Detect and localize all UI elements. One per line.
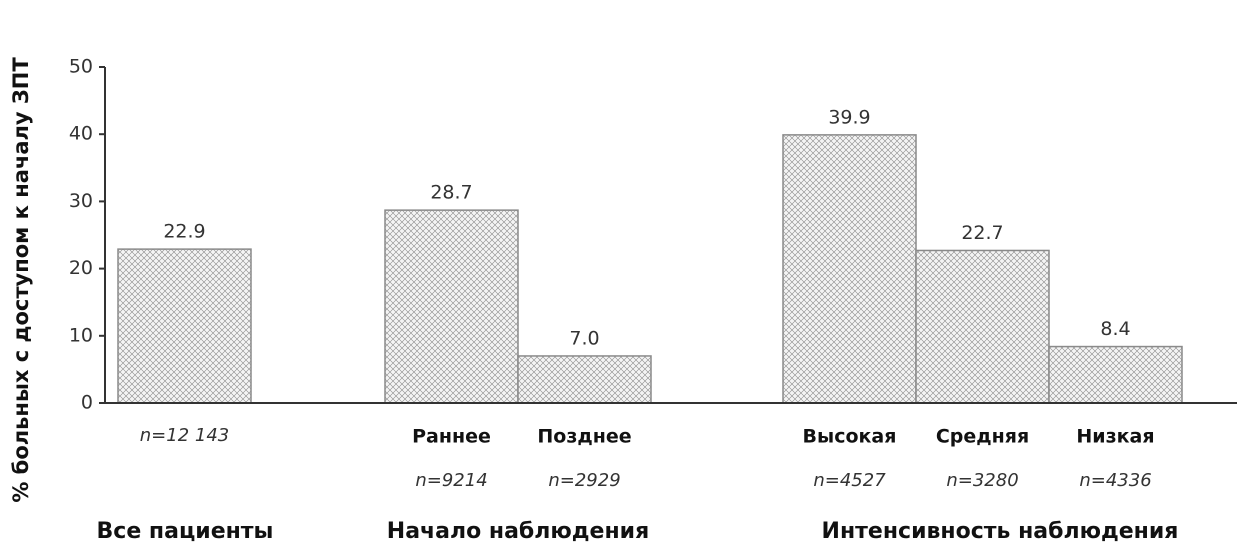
- bar: [117, 248, 252, 404]
- y-tick-label: 50: [69, 56, 93, 78]
- category-label: Раннее: [412, 426, 491, 448]
- value-label: 22.9: [163, 221, 205, 243]
- bar: [782, 134, 917, 404]
- n-label: n=9214: [415, 470, 487, 491]
- n-label: n=4527: [813, 470, 886, 491]
- value-label: 8.4: [1100, 318, 1130, 340]
- y-tick-label: 20: [69, 257, 93, 279]
- bar: [384, 209, 519, 404]
- group-label: Начало наблюдения: [387, 519, 649, 544]
- y-axis-label: % больных с доступом к началу ЗПТ: [9, 57, 33, 503]
- bar: [915, 249, 1050, 404]
- n-label: n=2929: [548, 470, 620, 491]
- bar: [517, 355, 652, 404]
- group-label: Интенсивность наблюдения: [822, 519, 1179, 544]
- value-label: 22.7: [961, 222, 1003, 244]
- y-tick-label: 40: [69, 123, 93, 145]
- category-label: Средняя: [936, 426, 1029, 448]
- group-label: Все пациенты: [97, 519, 274, 544]
- category-label: Высокая: [803, 426, 897, 448]
- bar: [1048, 345, 1183, 404]
- value-label: 7.0: [569, 327, 599, 349]
- n-label: n=3280: [946, 470, 1018, 491]
- y-tick-label: 30: [69, 190, 93, 212]
- n-label: n=4336: [1079, 470, 1151, 491]
- n-label: n=12 143: [140, 425, 229, 446]
- category-label: Позднее: [537, 426, 631, 448]
- category-label: Низкая: [1076, 426, 1154, 448]
- value-label: 39.9: [828, 106, 870, 128]
- y-tick-label: 10: [69, 324, 93, 346]
- y-tick-label: 0: [81, 392, 93, 414]
- value-label: 28.7: [430, 182, 472, 204]
